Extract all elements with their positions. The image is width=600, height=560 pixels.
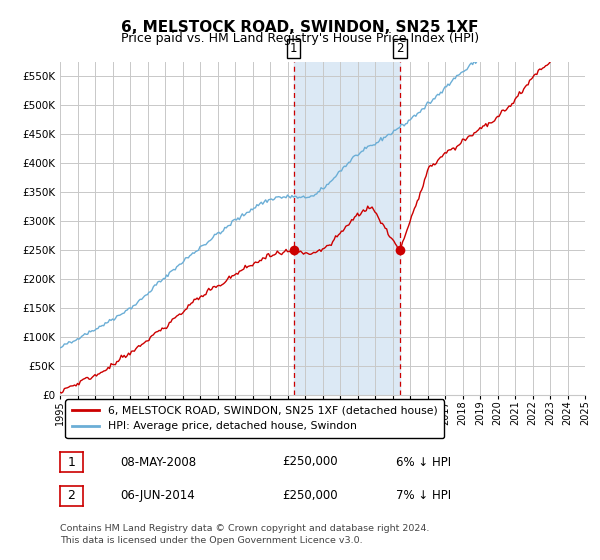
Text: £250,000: £250,000 (282, 489, 338, 502)
Text: Price paid vs. HM Land Registry's House Price Index (HPI): Price paid vs. HM Land Registry's House … (121, 32, 479, 45)
Text: 2: 2 (396, 42, 404, 55)
Text: £250,000: £250,000 (282, 455, 338, 469)
Text: 1: 1 (67, 455, 76, 469)
Text: 2: 2 (67, 489, 76, 502)
Text: Contains HM Land Registry data © Crown copyright and database right 2024.
This d: Contains HM Land Registry data © Crown c… (60, 524, 430, 545)
Text: 1: 1 (290, 42, 298, 55)
Text: 6, MELSTOCK ROAD, SWINDON, SN25 1XF: 6, MELSTOCK ROAD, SWINDON, SN25 1XF (121, 20, 479, 35)
Legend: 6, MELSTOCK ROAD, SWINDON, SN25 1XF (detached house), HPI: Average price, detach: 6, MELSTOCK ROAD, SWINDON, SN25 1XF (det… (65, 399, 444, 438)
Bar (293, 62, 400, 395)
Text: 06-JUN-2014: 06-JUN-2014 (120, 489, 195, 502)
Text: 6% ↓ HPI: 6% ↓ HPI (396, 455, 451, 469)
Text: 08-MAY-2008: 08-MAY-2008 (120, 455, 196, 469)
Text: 7% ↓ HPI: 7% ↓ HPI (396, 489, 451, 502)
